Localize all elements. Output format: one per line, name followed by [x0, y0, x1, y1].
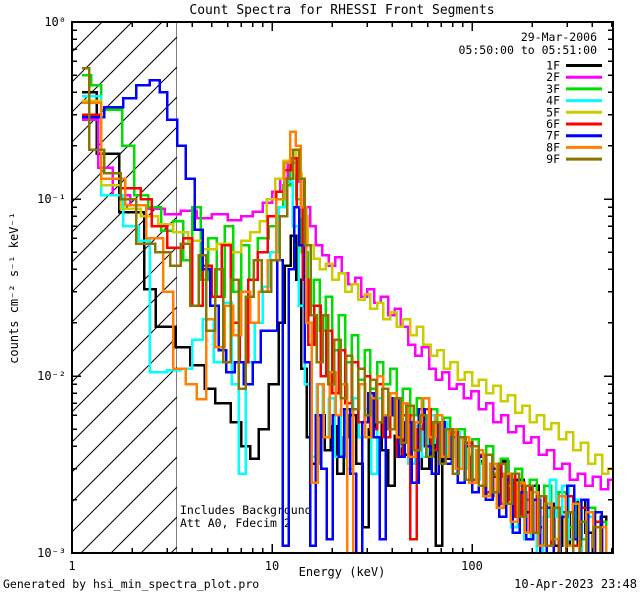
- x-tick-label: 100: [461, 559, 483, 573]
- legend-label-8F: 8F: [546, 140, 560, 154]
- hatch-line: [72, 96, 177, 203]
- series-9F: [81, 66, 609, 553]
- hatch-line: [72, 306, 177, 413]
- hatch-line: [72, 276, 177, 383]
- hatch-line: [72, 156, 177, 263]
- plot-frame: [71, 21, 614, 554]
- hatch-line: [72, 336, 177, 443]
- hatch-line: [72, 126, 177, 233]
- series-5F: [81, 99, 613, 476]
- series-7F: [81, 78, 610, 553]
- legend-label-3F: 3F: [546, 82, 560, 96]
- legend-label-4F: 4F: [546, 94, 560, 108]
- y-axis-label: counts cm⁻² s⁻¹ keV⁻¹: [7, 212, 21, 364]
- hatch-line: [72, 246, 177, 353]
- y-tick-label: 10⁻²: [37, 369, 66, 383]
- hatch-line: [72, 22, 103, 53]
- y-tick-label: 10⁻³: [37, 546, 66, 560]
- hatch-line: [72, 552, 232, 600]
- x-tick-label: 1: [68, 559, 75, 573]
- hatch-line: [72, 396, 177, 503]
- legend-label-2F: 2F: [546, 70, 560, 84]
- hatch-line: [110, 486, 177, 553]
- legend-label-9F: 9F: [546, 152, 560, 166]
- spectra-series: [81, 66, 613, 553]
- footer-timestamp: 10-Apr-2023 23:48: [514, 577, 637, 591]
- x-tick-label: 10: [265, 559, 279, 573]
- observation-time-range: 05:50:00 to 05:51:00: [459, 43, 598, 57]
- hatch-line: [80, 456, 177, 553]
- legend-label-7F: 7F: [546, 129, 560, 143]
- y-tick-label: 10⁰: [44, 15, 66, 29]
- annotation-includes-background: Includes Background: [180, 503, 312, 517]
- footer-generated-by: Generated by hsi_min_spectra_plot.pro: [3, 577, 259, 591]
- legend-label-6F: 6F: [546, 117, 560, 131]
- chart-title: Count Spectra for RHESSI Front Segments: [189, 3, 494, 18]
- annotation-attenuator-state: Att A0, Fdecim 2: [180, 516, 291, 530]
- legend-label-1F: 1F: [546, 59, 560, 73]
- y-tick-label: 10⁻¹: [37, 192, 66, 206]
- hatch-line: [72, 366, 177, 473]
- hatch-line: [140, 516, 177, 553]
- hatch-line: [72, 426, 177, 533]
- observation-date: 29-Mar-2006: [521, 30, 597, 44]
- legend-label-5F: 5F: [546, 105, 560, 119]
- series-3F: [81, 74, 613, 553]
- hatch-line: [72, 216, 177, 323]
- axes: 1 10 100 10⁰ 10⁻¹ 10⁻² 10⁻³: [37, 15, 614, 573]
- series-2F: [81, 118, 613, 491]
- hatch-line: [72, 22, 133, 83]
- x-axis-label: Energy (keV): [299, 565, 386, 579]
